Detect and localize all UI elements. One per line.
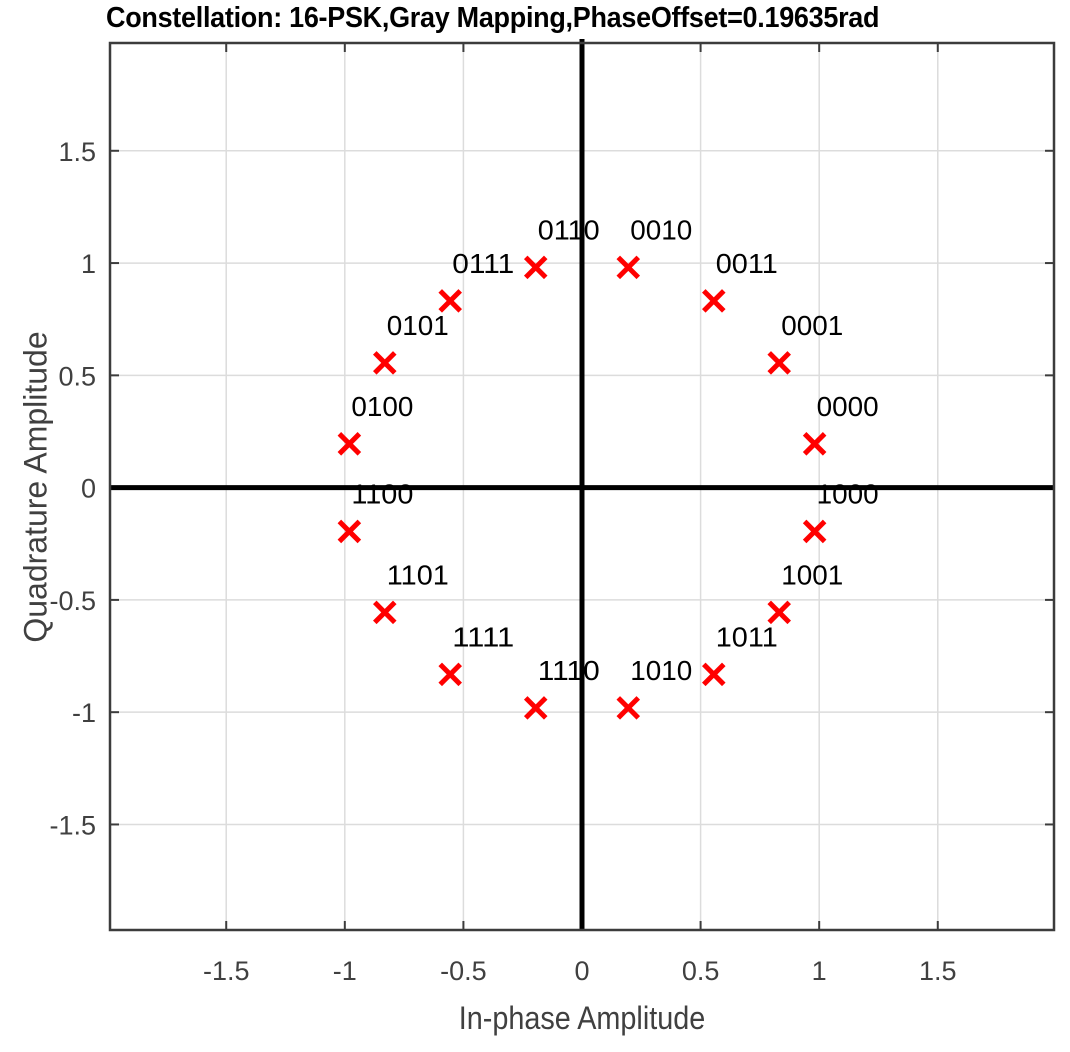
tick-labels: -1.5 -1 -0.5 0 0.5 1 1.5 -1.5 -1 -0.5 0 0.5 1 1.5 <box>49 137 956 986</box>
y-tick-label: 1 <box>81 249 96 279</box>
x-marker-icon <box>337 432 362 456</box>
x-tick-label: 0 <box>574 956 589 986</box>
x-marker-icon <box>523 696 548 720</box>
point-label: 0010 <box>630 214 692 245</box>
x-marker-icon <box>438 289 462 313</box>
x-tick-label: 1 <box>812 956 827 986</box>
x-marker-icon <box>373 351 397 375</box>
x-marker-icon <box>616 255 641 280</box>
x-axis-label: In-phase Amplitude <box>458 1000 706 1036</box>
y-axis-label: Quadrature Amplitude <box>17 331 54 643</box>
x-tick-label: -1 <box>333 956 357 986</box>
x-marker-icon <box>523 255 548 280</box>
point-label: 1100 <box>351 478 413 509</box>
x-marker-icon <box>767 600 791 625</box>
x-tick-label: 1.5 <box>919 956 957 986</box>
point-label: 0101 <box>387 310 449 341</box>
chart-title: Constellation: 16-PSK,Gray Mapping,Phase… <box>106 2 880 34</box>
y-tick-label: 0.5 <box>58 361 96 391</box>
x-marker-icon <box>337 519 362 544</box>
y-tick-label: -1 <box>72 698 96 728</box>
y-tick-label: -0.5 <box>49 586 96 616</box>
x-marker-icon <box>373 600 397 625</box>
x-marker-icon <box>702 289 726 313</box>
constellation-markers <box>337 255 827 720</box>
x-tick-label: 0.5 <box>682 956 720 986</box>
x-tick-label: -0.5 <box>440 956 487 986</box>
point-label: 1110 <box>538 655 600 686</box>
x-marker-icon <box>802 519 827 544</box>
point-label: 1011 <box>716 621 778 652</box>
point-label: 0100 <box>351 391 413 422</box>
point-label: 1101 <box>387 559 449 590</box>
zero-axis-lines <box>110 39 1054 930</box>
point-label: 1010 <box>630 655 692 686</box>
y-tick-label: -1.5 <box>49 810 96 840</box>
x-marker-icon <box>616 696 641 720</box>
point-label: 0000 <box>817 391 879 422</box>
x-marker-icon <box>802 432 827 456</box>
x-marker-icon <box>438 662 462 687</box>
point-label: 0111 <box>452 248 514 279</box>
point-label: 0001 <box>781 310 843 341</box>
y-tick-label: 1.5 <box>58 137 96 167</box>
x-marker-icon <box>767 351 791 375</box>
point-label: 1111 <box>452 621 514 652</box>
point-label: 1001 <box>781 559 843 590</box>
y-tick-label: 0 <box>81 474 96 504</box>
point-label: 0011 <box>716 248 778 279</box>
axes-box <box>108 41 1056 932</box>
x-marker-icon <box>702 662 726 687</box>
x-tick-label: -1.5 <box>203 956 250 986</box>
point-label: 0110 <box>538 214 600 245</box>
point-label: 1000 <box>817 478 879 509</box>
